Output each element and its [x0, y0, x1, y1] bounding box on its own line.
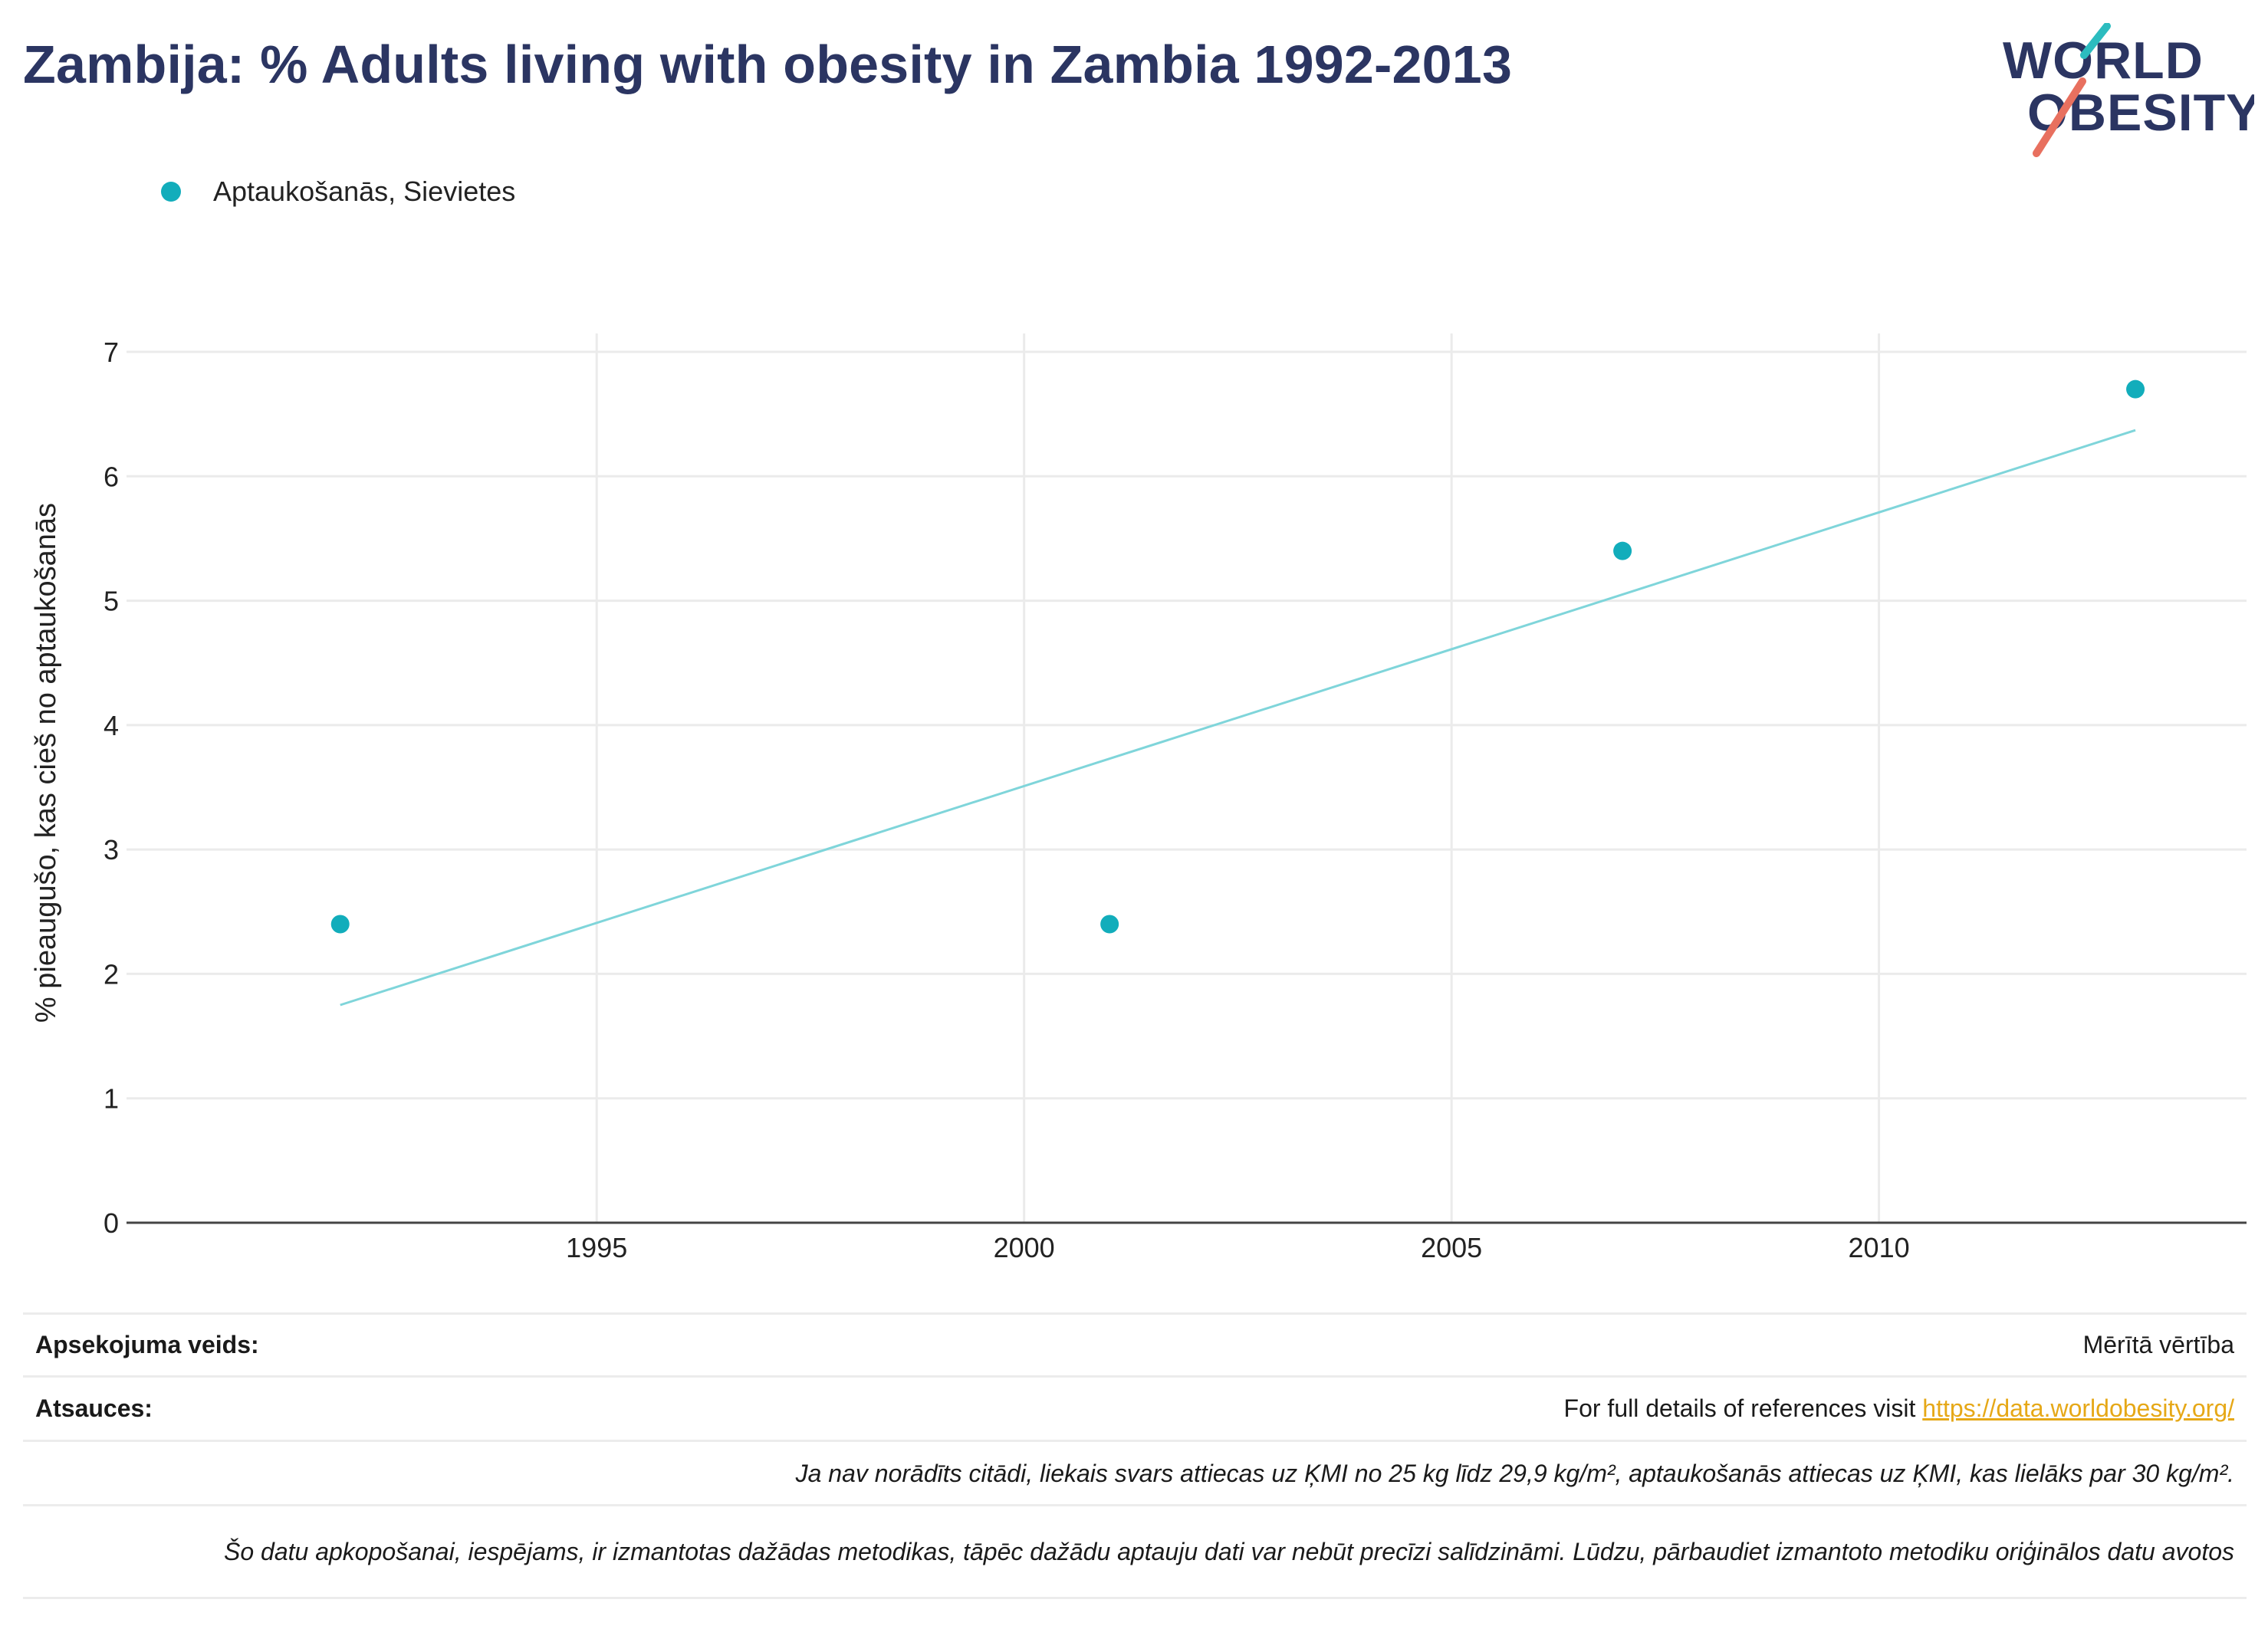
x-tick-label-2000: 2000 [994, 1232, 1055, 1263]
references-label: Atsauces: [35, 1394, 153, 1422]
references-value: For full details of references visit htt… [1564, 1394, 2234, 1423]
x-gridlines [595, 333, 1881, 1223]
y-tick-label-2: 2 [104, 958, 119, 990]
x-tick-labels: 1995 2000 2005 2010 [566, 1232, 1909, 1263]
definition-note: Ja nav norādīts citādi, liekais svars at… [795, 1459, 2234, 1487]
logo-slash-coral [2033, 77, 2086, 157]
methodology-note: Šo datu apkopošanai, iespējams, ir izman… [224, 1538, 2234, 1565]
x-tick-label-2010: 2010 [1849, 1232, 1910, 1263]
y-tick-labels: 0 1 2 3 4 5 6 7 [104, 337, 119, 1239]
legend-marker [161, 182, 181, 202]
chart-plot: 0 1 2 3 4 5 6 7 1995 2000 2005 2010 % pieaugušo, k… [30, 333, 2247, 1263]
data-points [330, 379, 2145, 934]
footer-row-definition-note: Ja nav norādīts citādi, liekais svars at… [23, 1440, 2247, 1504]
logo-word-world: WORLD [2003, 31, 2204, 90]
logo-slash-teal [2080, 23, 2111, 59]
y-tick-label-5: 5 [104, 586, 119, 617]
data-point-2001 [1100, 915, 1119, 934]
data-point-2013 [2126, 379, 2145, 399]
references-text: For full details of references visit [1563, 1394, 1923, 1422]
footer-row-methodology-note: Šo datu apkopošanai, iespējams, ir izman… [23, 1504, 2247, 1599]
data-point-2007 [1613, 541, 1632, 560]
trendline-series-0 [340, 429, 2136, 1007]
footer-table: Apsekojuma veids: Mērītā vērtība Atsauce… [23, 1312, 2247, 1599]
y-tick-label-7: 7 [104, 337, 119, 368]
y-tick-label-3: 3 [104, 834, 119, 865]
y-tick-label-1: 1 [104, 1083, 119, 1115]
survey-type-value: Mērītā vērtība [2082, 1331, 2234, 1358]
legend-label: Aptaukošanās, Sievietes [213, 176, 516, 207]
trendline-group [340, 429, 2136, 1007]
y-tick-label-0: 0 [104, 1207, 119, 1239]
data-point-1992 [330, 915, 350, 934]
y-gridlines [127, 350, 2247, 1100]
chart-title: Zambija: % Adults living with obesity in… [23, 34, 1513, 94]
legend[interactable]: Aptaukošanās, Sievietes [161, 175, 515, 209]
footer-row-references: Atsauces: For full details of references… [23, 1375, 2247, 1440]
y-tick-label-6: 6 [104, 461, 119, 492]
y-tick-label-4: 4 [104, 710, 119, 741]
footer-row-survey-type: Apsekojuma veids: Mērītā vērtība [23, 1312, 2247, 1375]
references-link[interactable]: https://data.worldobesity.org/ [1922, 1394, 2234, 1422]
survey-type-label: Apsekojuma veids: [35, 1331, 259, 1358]
y-axis-label: % pieaugušo, kas cieš no aptaukošanās [30, 503, 62, 1023]
x-tick-label-2005: 2005 [1421, 1232, 1482, 1263]
x-tick-label-1995: 1995 [566, 1232, 627, 1263]
world-obesity-logo: WORLD OBESITY [2003, 23, 2254, 157]
